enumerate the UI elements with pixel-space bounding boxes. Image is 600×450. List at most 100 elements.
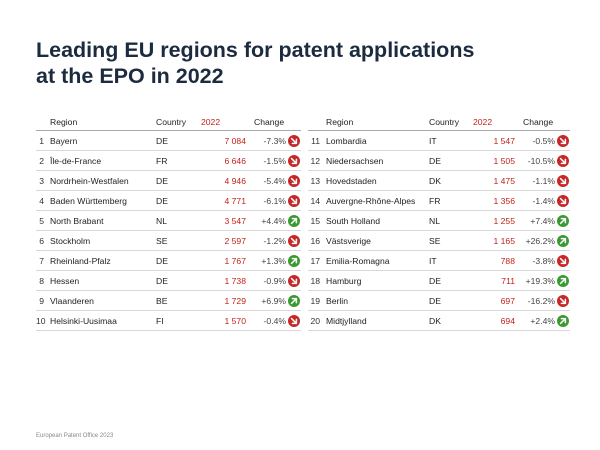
country-cell: FI: [156, 315, 164, 326]
table-row: 17 Emilia-Romagna IT 788 -3.8%: [308, 251, 570, 271]
chart-title: Leading EU regions for patent applicatio…: [36, 37, 556, 89]
rank-cell: 2: [39, 155, 44, 166]
change-cell: -10.5%: [527, 155, 555, 166]
header-country: Country: [429, 116, 460, 127]
table-row: 13 Hovedstaden DK 1 475 -1.1%: [308, 171, 570, 191]
table-row: 4 Baden Württemberg DE 4 771 -6.1%: [36, 191, 301, 211]
value-cell: 4 771: [224, 195, 246, 206]
table-header-row: Region Country 2022 Change: [308, 113, 570, 131]
region-cell: Berlin: [326, 295, 348, 306]
rank-cell: 1: [39, 135, 44, 146]
rank-cell: 20: [310, 315, 320, 326]
region-cell: Midtjylland: [326, 315, 367, 326]
value-cell: 1 767: [224, 255, 246, 266]
change-cell: -5.4%: [263, 175, 286, 186]
table-row: 9 Vlaanderen BE 1 729 +6.9%: [36, 291, 301, 311]
arrow-down-right-icon: [556, 174, 569, 187]
change-cell: -3.8%: [532, 255, 555, 266]
rank-cell: 6: [39, 235, 44, 246]
change-cell: +4.4%: [261, 215, 286, 226]
region-cell: Hamburg: [326, 275, 362, 286]
table-row: 10 Helsinki-Uusimaa FI 1 570 -0.4%: [36, 311, 301, 331]
table-body: 1 Bayern DE 7 084 -7.3% 2 Île-de-France FR 6 646…: [36, 131, 301, 331]
value-cell: 1 738: [224, 275, 246, 286]
rank-cell: 18: [310, 275, 320, 286]
country-cell: IT: [429, 135, 437, 146]
header-2022: 2022: [473, 116, 493, 127]
country-cell: DE: [429, 295, 441, 306]
change-cell: -0.4%: [263, 315, 286, 326]
value-cell: 1 475: [493, 175, 515, 186]
country-cell: BE: [156, 295, 168, 306]
arrow-down-right-icon: [287, 274, 300, 287]
country-cell: NL: [429, 215, 440, 226]
region-cell: South Holland: [326, 215, 380, 226]
region-cell: Helsinki-Uusimaa: [50, 315, 117, 326]
change-cell: -1.1%: [532, 175, 555, 186]
table-row: 19 Berlin DE 697 -16.2%: [308, 291, 570, 311]
country-cell: DE: [156, 255, 168, 266]
value-cell: 2 597: [224, 235, 246, 246]
title-line-2: at the EPO in 2022: [36, 64, 224, 88]
rank-cell: 8: [39, 275, 44, 286]
value-cell: 6 646: [224, 155, 246, 166]
rank-cell: 15: [310, 215, 320, 226]
arrow-up-right-icon: [287, 214, 300, 227]
arrow-down-right-icon: [287, 194, 300, 207]
change-cell: -16.2%: [527, 295, 555, 306]
country-cell: DK: [429, 175, 441, 186]
header-2022: 2022: [201, 116, 221, 127]
region-cell: Västsverige: [326, 235, 371, 246]
value-cell: 711: [501, 275, 515, 286]
table-row: 11 Lombardia IT 1 547 -0.5%: [308, 131, 570, 151]
arrow-down-right-icon: [556, 134, 569, 147]
value-cell: 788: [500, 255, 515, 266]
table-row: 7 Rheinland-Pfalz DE 1 767 +1.3%: [36, 251, 301, 271]
country-cell: IT: [429, 255, 437, 266]
rank-cell: 9: [39, 295, 44, 306]
arrow-up-right-icon: [556, 274, 569, 287]
arrow-up-right-icon: [556, 314, 569, 327]
arrow-down-right-icon: [287, 174, 300, 187]
arrow-up-right-icon: [287, 294, 300, 307]
country-cell: NL: [156, 215, 167, 226]
header-change: Change: [523, 116, 554, 127]
rank-cell: 17: [310, 255, 320, 266]
region-cell: Hovedstaden: [326, 175, 377, 186]
table-row: 20 Midtjylland DK 694 +2.4%: [308, 311, 570, 331]
table-row: 3 Nordrhein-Westfalen DE 4 946 -5.4%: [36, 171, 301, 191]
country-cell: DE: [156, 135, 168, 146]
change-cell: -7.3%: [263, 135, 286, 146]
country-cell: SE: [156, 235, 168, 246]
arrow-down-right-icon: [556, 294, 569, 307]
value-cell: 1 570: [224, 315, 246, 326]
table-header-row: Region Country 2022 Change: [36, 113, 301, 131]
rank-cell: 3: [39, 175, 44, 186]
rank-cell: 13: [310, 175, 320, 186]
region-cell: Lombardia: [326, 135, 367, 146]
country-cell: DE: [156, 175, 168, 186]
change-cell: -1.5%: [263, 155, 286, 166]
region-cell: Emilia-Romagna: [326, 255, 390, 266]
value-cell: 4 946: [224, 175, 246, 186]
arrow-down-right-icon: [287, 234, 300, 247]
arrow-down-right-icon: [556, 254, 569, 267]
country-cell: FR: [156, 155, 168, 166]
rank-cell: 10: [36, 315, 46, 326]
value-cell: 1 547: [493, 135, 515, 146]
rank-cell: 19: [310, 295, 320, 306]
header-region: Region: [326, 116, 354, 127]
rank-cell: 16: [310, 235, 320, 246]
country-cell: SE: [429, 235, 441, 246]
change-cell: +2.4%: [530, 315, 555, 326]
region-cell: Hessen: [50, 275, 80, 286]
value-cell: 1 255: [493, 215, 515, 226]
region-cell: Stockholm: [50, 235, 91, 246]
table-row: 1 Bayern DE 7 084 -7.3%: [36, 131, 301, 151]
value-cell: 694: [500, 315, 515, 326]
region-cell: Bayern: [50, 135, 78, 146]
table-row: 16 Västsverige SE 1 165 +26.2%: [308, 231, 570, 251]
change-cell: -1.2%: [263, 235, 286, 246]
table-row: 5 North Brabant NL 3 547 +4.4%: [36, 211, 301, 231]
header-change: Change: [254, 116, 285, 127]
